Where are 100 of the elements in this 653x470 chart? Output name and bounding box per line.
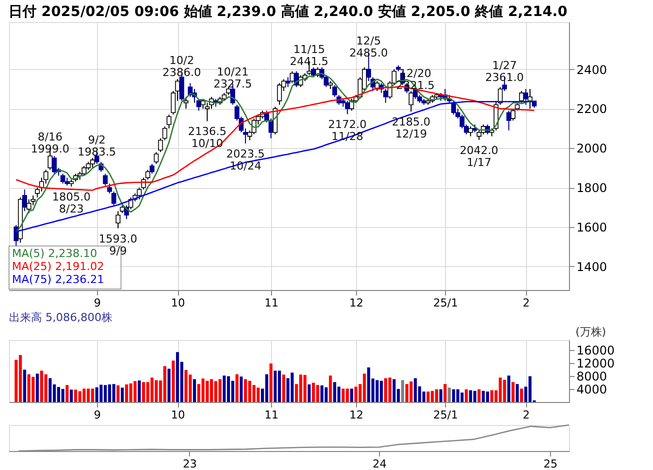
bar	[460, 392, 464, 402]
bar	[503, 380, 506, 402]
bar	[269, 363, 272, 402]
bar	[32, 376, 35, 402]
bar	[312, 382, 315, 402]
candlestick	[286, 76, 290, 88]
bar	[303, 374, 306, 402]
bar	[36, 374, 39, 402]
bar	[464, 389, 468, 402]
bar	[226, 376, 230, 402]
bar	[150, 378, 154, 402]
bar	[168, 368, 171, 402]
bar	[82, 388, 86, 402]
x-tick-label: 10	[171, 408, 186, 422]
y-tick-label: 12000	[576, 356, 615, 370]
bar	[154, 380, 158, 402]
candlestick	[26, 198, 32, 214]
x-tick-label: 11	[264, 296, 278, 310]
y-tick-label: 8000	[576, 369, 608, 384]
candlestick	[451, 100, 456, 116]
bar	[138, 380, 141, 402]
bar	[104, 385, 107, 402]
chart-title: 出来高 5,086,800株	[9, 311, 112, 324]
x-tick-label: 9	[94, 296, 101, 310]
bar	[452, 389, 456, 402]
bar	[108, 384, 112, 402]
bar	[142, 382, 146, 402]
bar	[520, 388, 524, 402]
bar	[342, 388, 345, 402]
bar	[252, 385, 256, 402]
candlestick	[311, 66, 316, 78]
bar	[299, 374, 302, 402]
bar	[222, 376, 226, 402]
candlestick	[150, 163, 154, 174]
candlestick	[184, 96, 188, 110]
annotation: 1805.0 8/23	[52, 190, 91, 216]
y-tick-label: 2000	[576, 142, 608, 156]
bar	[184, 370, 188, 402]
bar	[86, 388, 90, 402]
x-tick-label: 25/1	[433, 408, 458, 422]
bar	[48, 378, 52, 402]
bar	[44, 374, 48, 402]
bar	[201, 378, 204, 402]
bar	[328, 376, 332, 402]
bar	[507, 376, 510, 402]
candlestick	[468, 126, 473, 137]
bar	[134, 381, 137, 402]
bar	[456, 389, 460, 402]
bar	[240, 376, 243, 402]
bar	[18, 355, 22, 402]
bar	[350, 388, 354, 402]
bar	[91, 388, 94, 402]
annotation: 1593.0 9/9	[98, 232, 138, 258]
bar	[486, 392, 490, 402]
y-tick-label: 2400	[576, 62, 608, 77]
bar	[444, 384, 447, 402]
bar	[308, 384, 311, 402]
bar	[176, 352, 180, 402]
x-tick-label: 10	[171, 296, 186, 310]
y-tick-label: 1800	[576, 181, 608, 196]
bar	[23, 370, 26, 402]
annotation: 2023.5 10/24	[226, 147, 265, 172]
bar	[70, 390, 73, 402]
bar	[40, 370, 44, 402]
candlestick	[408, 90, 414, 112]
bar	[388, 378, 392, 402]
bar	[362, 374, 366, 402]
y-tick-label: 1600	[576, 220, 608, 234]
annotation: 12/5 2485.0	[349, 34, 388, 60]
x-tick-label: 11	[264, 408, 278, 422]
bar	[193, 379, 196, 402]
bar	[498, 378, 502, 402]
bar	[125, 384, 128, 402]
bar	[74, 390, 78, 402]
x-tick-label: 2	[522, 408, 530, 422]
bar	[435, 389, 438, 402]
candlestick	[277, 82, 282, 106]
candlestick	[82, 165, 86, 176]
annotation: 2042.0 1/17	[460, 144, 498, 169]
y-tick-label: 2200	[576, 102, 608, 116]
annotation: 10/2 2386.0	[162, 54, 202, 80]
x-tick-label: 2	[522, 296, 530, 310]
bar	[426, 392, 430, 402]
candlestick	[52, 156, 57, 174]
bar	[129, 383, 132, 402]
bar	[256, 388, 260, 402]
candlestick	[60, 173, 66, 184]
bar	[112, 384, 116, 402]
annotation: 10/21 2327.5	[213, 66, 252, 91]
bar	[320, 385, 324, 402]
bar	[78, 391, 82, 402]
annotation: 9/2 1983.5	[78, 133, 116, 158]
text: MA(75) 2,236.21	[12, 273, 104, 286]
annotation: 8/16 1999.0	[30, 130, 70, 156]
bar	[66, 385, 69, 402]
bar	[116, 385, 120, 402]
bar	[100, 384, 103, 402]
bar	[376, 380, 379, 402]
x-tick-label: 24	[372, 458, 387, 470]
bar	[430, 390, 434, 402]
